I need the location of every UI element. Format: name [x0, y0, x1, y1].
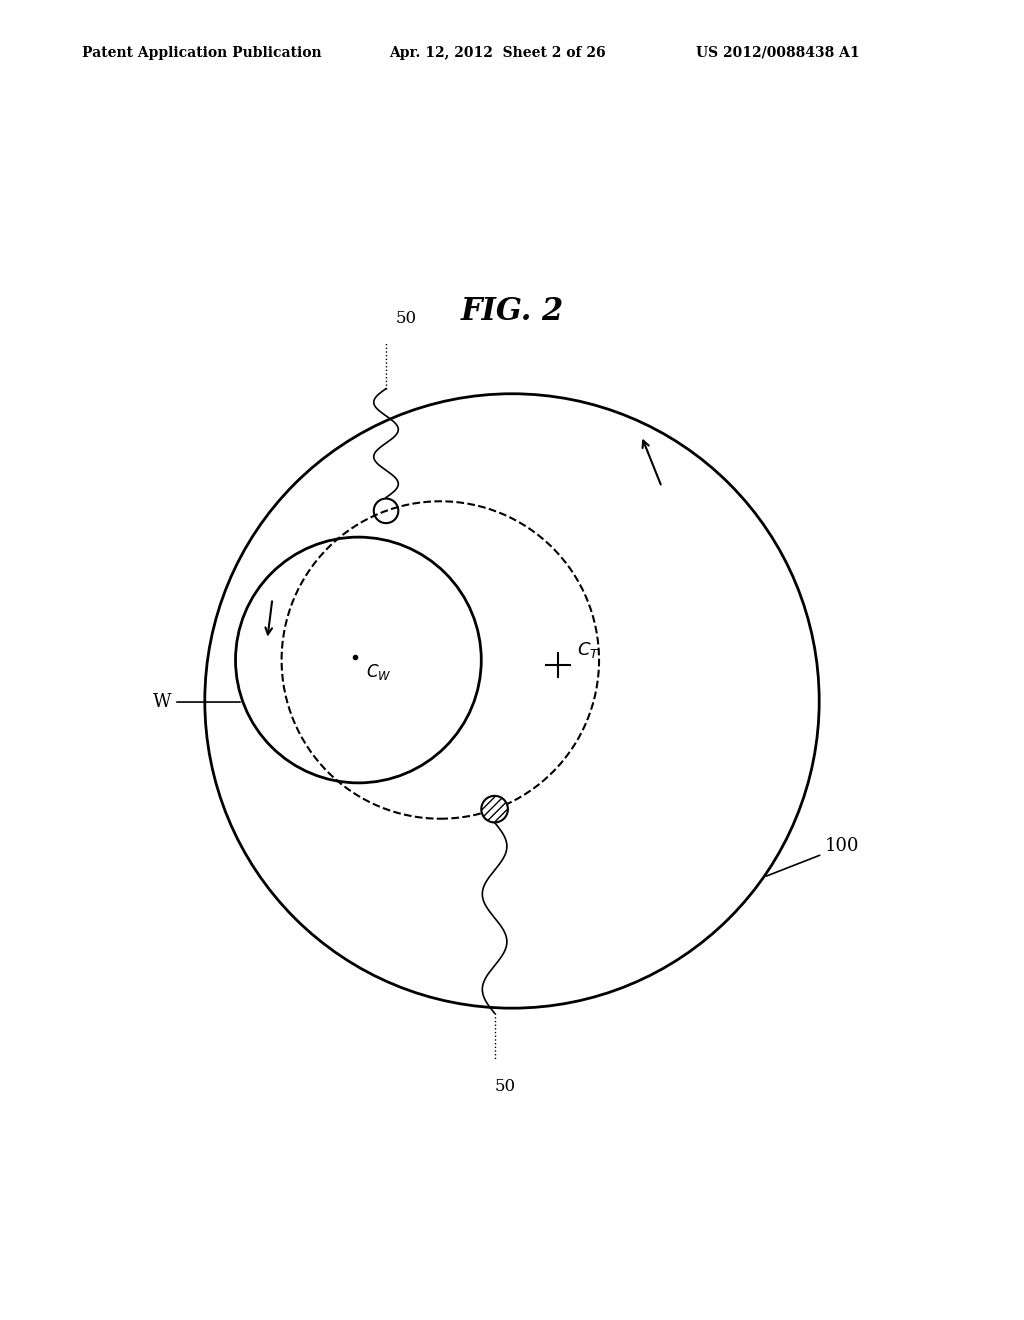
Text: 100: 100 [766, 837, 859, 876]
Text: 50: 50 [396, 310, 417, 327]
Text: W: W [153, 693, 241, 711]
Text: FIG. 2: FIG. 2 [461, 297, 563, 327]
Text: Apr. 12, 2012  Sheet 2 of 26: Apr. 12, 2012 Sheet 2 of 26 [389, 46, 606, 59]
Text: Patent Application Publication: Patent Application Publication [82, 46, 322, 59]
Text: $C_{W}$: $C_{W}$ [366, 663, 391, 682]
Circle shape [481, 796, 508, 822]
Text: $C_{T}$: $C_{T}$ [577, 640, 600, 660]
Text: 50: 50 [495, 1078, 515, 1094]
Text: US 2012/0088438 A1: US 2012/0088438 A1 [696, 46, 860, 59]
